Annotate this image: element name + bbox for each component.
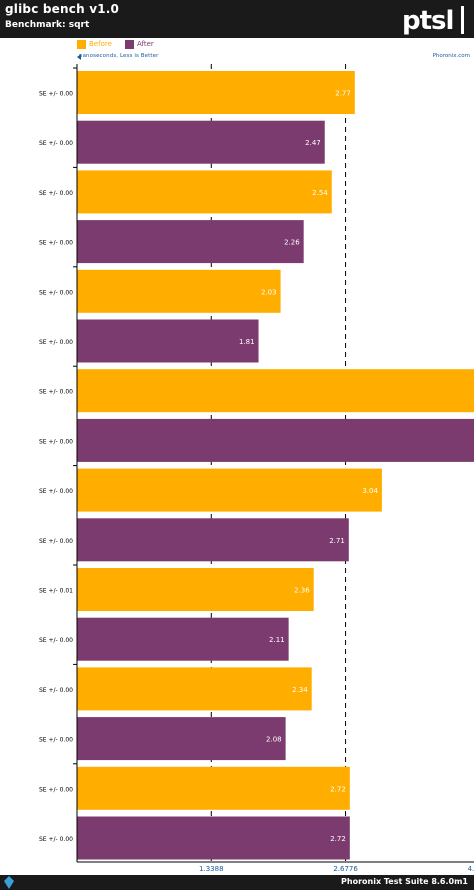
bar-value-label-1: 2.47 bbox=[305, 139, 321, 147]
chart-subtitle: Benchmark: sqrt bbox=[5, 20, 90, 30]
footer-text: Phoronix Test Suite 8.6.0m1 bbox=[341, 877, 468, 886]
pts-logo-text: ptsl bbox=[402, 6, 453, 36]
unit-note: nanoseconds, Less is Better bbox=[79, 53, 159, 59]
bar-value-label-8: 3.04 bbox=[362, 487, 378, 495]
bar-value-label-14: 2.72 bbox=[330, 785, 346, 793]
bar-value-label-4: 2.03 bbox=[261, 288, 277, 296]
se-label-6: SE +/- 0.00 bbox=[39, 389, 73, 396]
less-is-better-arrow-icon bbox=[77, 54, 81, 60]
se-label-8: SE +/- 0.00 bbox=[39, 488, 73, 495]
se-label-3: SE +/- 0.00 bbox=[39, 240, 73, 247]
legend-swatch-after bbox=[125, 40, 134, 49]
bar-value-label-12: 2.34 bbox=[292, 686, 308, 694]
se-label-14: SE +/- 0.00 bbox=[39, 786, 73, 793]
chart-title: glibc bench v1.0 bbox=[5, 2, 120, 16]
bar-after-1 bbox=[77, 120, 325, 164]
bar-after-11 bbox=[77, 617, 289, 661]
bar-after-7 bbox=[77, 418, 474, 462]
bar-before-14 bbox=[77, 766, 350, 810]
bar-after-15 bbox=[77, 816, 350, 860]
bar-before-2 bbox=[77, 170, 332, 214]
se-label-11: SE +/- 0.00 bbox=[39, 637, 73, 644]
bar-value-label-9: 2.71 bbox=[329, 537, 345, 545]
legend-swatch-before bbox=[77, 40, 86, 49]
pts-footer-icon bbox=[4, 876, 14, 889]
x-tick-label-2: 4.0164 bbox=[468, 865, 474, 873]
se-label-13: SE +/- 0.00 bbox=[39, 737, 73, 744]
se-label-9: SE +/- 0.00 bbox=[39, 538, 73, 545]
bar-before-8 bbox=[77, 468, 382, 512]
se-label-5: SE +/- 0.00 bbox=[39, 339, 73, 346]
legend-item-after: After bbox=[125, 40, 154, 49]
chart-header: glibc bench v1.0 Benchmark: sqrt ptsl bbox=[0, 0, 474, 38]
se-label-0: SE +/- 0.00 bbox=[39, 91, 73, 98]
se-label-10: SE +/- 0.01 bbox=[39, 588, 73, 595]
source-note: Phoronix.com bbox=[432, 53, 470, 59]
legend-label-before: Before bbox=[89, 40, 112, 48]
chart-footer: Phoronix Test Suite 8.6.0m1 bbox=[0, 875, 474, 890]
bar-after-5 bbox=[77, 319, 259, 363]
bar-value-label-3: 2.26 bbox=[284, 239, 300, 247]
bar-value-label-2: 2.54 bbox=[312, 189, 328, 197]
legend-label-after: After bbox=[137, 40, 154, 48]
bar-before-0 bbox=[77, 71, 355, 114]
bar-value-label-5: 1.81 bbox=[239, 338, 255, 346]
bar-after-13 bbox=[77, 717, 286, 761]
se-label-7: SE +/- 0.00 bbox=[39, 438, 73, 445]
se-label-2: SE +/- 0.00 bbox=[39, 190, 73, 197]
legend-item-before: Before bbox=[77, 40, 112, 49]
x-tick-label-0: 1.3388 bbox=[199, 865, 224, 873]
bar-after-9 bbox=[77, 518, 349, 562]
se-label-1: SE +/- 0.00 bbox=[39, 140, 73, 147]
bar-before-4 bbox=[77, 269, 281, 313]
se-label-4: SE +/- 0.00 bbox=[39, 289, 73, 296]
se-label-15: SE +/- 0.00 bbox=[39, 836, 73, 843]
pts-logo-icon: ptsl bbox=[402, 6, 464, 36]
bar-value-label-0: 2.77 bbox=[335, 90, 351, 98]
bar-before-10 bbox=[77, 568, 314, 611]
se-label-12: SE +/- 0.00 bbox=[39, 687, 73, 694]
x-tick-label-1: 2.6776 bbox=[333, 865, 358, 873]
bar-value-label-10: 2.36 bbox=[294, 587, 310, 595]
bar-value-label-13: 2.08 bbox=[266, 736, 282, 744]
bar-value-label-15: 2.72 bbox=[330, 835, 346, 843]
bar-value-label-11: 2.11 bbox=[269, 636, 285, 644]
bar-before-12 bbox=[77, 667, 312, 711]
bar-after-3 bbox=[77, 220, 304, 264]
bar-before-6 bbox=[77, 369, 474, 413]
